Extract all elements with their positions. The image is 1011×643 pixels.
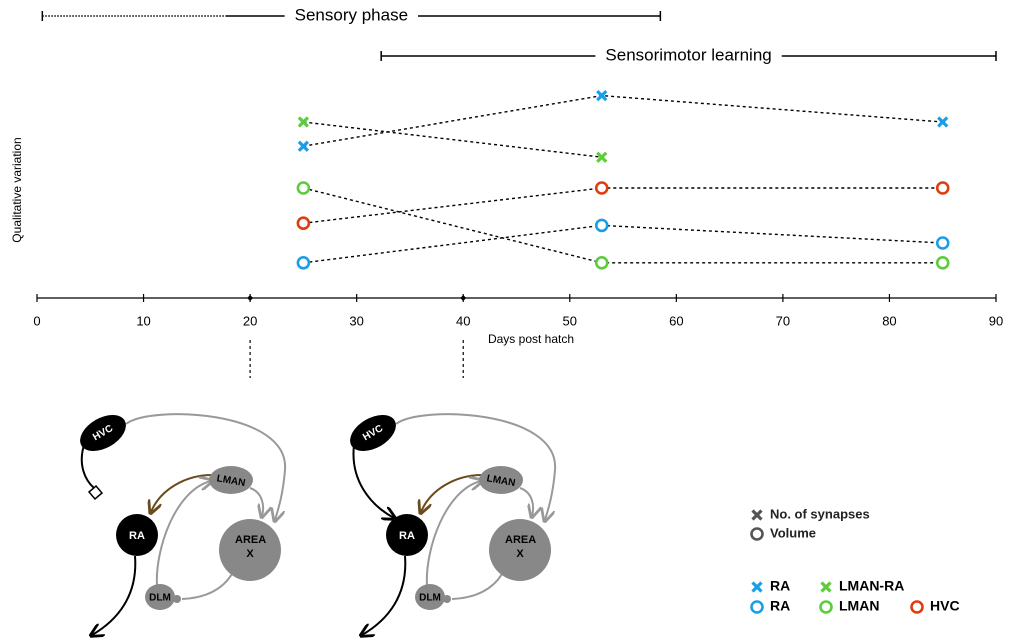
node-areax [489, 519, 551, 581]
data-point [596, 151, 608, 163]
marker-stroke [596, 89, 608, 102]
legend-label: RA [770, 578, 790, 594]
connection-ra-output [92, 555, 137, 635]
legend-marker [751, 509, 763, 521]
x-tick-label: 70 [776, 313, 790, 328]
connection-hvc-ra [80, 444, 95, 489]
node-label: LMAN [486, 473, 516, 489]
y-axis-label: Qualitative variation [10, 137, 24, 242]
connection-lman-areax [249, 487, 263, 516]
phase-label: Sensorimotor learning [605, 45, 771, 64]
connection-hvc-areax [125, 413, 287, 520]
legend-marker [750, 600, 764, 614]
marker-stroke [937, 116, 949, 128]
node-areax [219, 519, 281, 581]
x-tick-label: 0 [33, 313, 40, 328]
data-point [297, 140, 310, 152]
x-tick-label: 60 [669, 313, 683, 328]
marker-stroke [820, 581, 832, 593]
marker-stroke [751, 509, 763, 521]
node-label: DLM [419, 593, 441, 604]
legend-marker [910, 600, 924, 614]
data-point [594, 181, 609, 195]
legend-label: No. of synapses [770, 506, 870, 521]
data-point [935, 255, 950, 270]
data-point [596, 89, 608, 102]
node-label: RA [399, 530, 415, 542]
x-tick-label: 40 [456, 313, 470, 328]
legend-label: Volume [770, 525, 816, 540]
data-point [296, 181, 311, 195]
marker-stroke [751, 581, 763, 593]
synapse-diamond [87, 484, 104, 501]
node-label-box: AREA X [235, 534, 267, 560]
legend-label: RA [770, 598, 790, 614]
x-tick-label: 80 [882, 313, 896, 328]
x-tick-label: 50 [563, 313, 577, 328]
series-line [303, 94, 943, 147]
x-tick-label: 20 [243, 313, 257, 328]
marker-stroke [297, 116, 310, 128]
node-dlm [415, 584, 445, 610]
phase-label: Sensory phase [295, 5, 408, 24]
node-ra [116, 514, 158, 556]
data-point [297, 116, 310, 128]
connection-lman-ra [421, 474, 483, 512]
x-tick-label: 10 [136, 313, 150, 328]
x-tick-label: 30 [349, 313, 363, 328]
stage-marker [460, 295, 467, 301]
connection-dlm-lman [425, 481, 481, 586]
node-dlm [145, 584, 175, 610]
series-line [303, 121, 602, 158]
node-label: RA [129, 530, 145, 542]
legend-marker [820, 581, 832, 593]
connection-areax-dlm [181, 573, 233, 600]
legend-marker [751, 581, 763, 593]
node-label: LMAN [216, 473, 246, 489]
data-point [594, 218, 609, 233]
node-label-box: AREA X [505, 534, 537, 560]
connection-lman-areax [519, 487, 533, 516]
series-line [303, 187, 943, 264]
node-label: AREA X [505, 534, 537, 560]
marker-stroke [596, 151, 608, 163]
data-point [594, 255, 609, 270]
node-label: DLM [149, 593, 171, 604]
connection-ra-output [362, 555, 407, 635]
connection-lman-ra [151, 474, 213, 512]
node-dlm-terminal [443, 595, 451, 603]
x-axis-label: Days post hatch [488, 332, 574, 346]
series-line [303, 224, 943, 264]
legend-marker [819, 600, 833, 614]
node-hvc [80, 414, 126, 452]
data-point [296, 216, 311, 230]
node-ra [386, 514, 428, 556]
connection-dlm-lman [155, 481, 211, 586]
data-point [937, 116, 949, 128]
node-label: AREA X [235, 534, 267, 560]
node-dlm-terminal [173, 595, 181, 603]
x-tick-label: 90 [989, 313, 1003, 328]
connection-hvc-areax [395, 413, 557, 520]
legend-label: LMAN-RA [839, 578, 904, 594]
data-point [296, 255, 311, 270]
node-lman [209, 466, 253, 494]
data-point [935, 236, 950, 250]
legend-marker [750, 527, 764, 541]
series-line [303, 187, 943, 224]
data-point [935, 181, 950, 195]
legend-label: HVC [930, 598, 960, 614]
node-lman [479, 466, 523, 494]
node-hvc [350, 414, 396, 452]
connection-hvc-ra [352, 444, 394, 518]
legend-label: LMAN [839, 598, 879, 614]
connection-areax-dlm [451, 573, 503, 600]
stage-marker [247, 295, 254, 301]
marker-stroke [297, 140, 310, 152]
